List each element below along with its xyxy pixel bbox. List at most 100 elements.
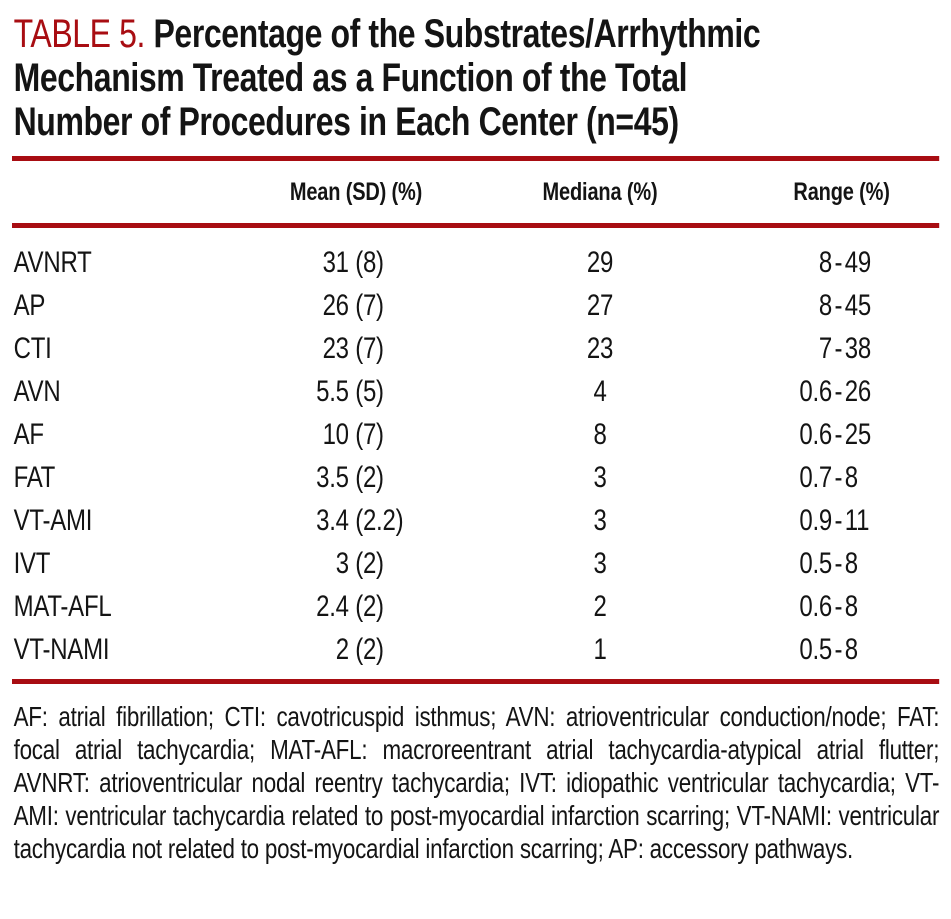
substrate-cell: AVN xyxy=(13,374,61,408)
median-cell: 3 xyxy=(593,546,607,580)
substrate-cell: IVT xyxy=(13,546,51,580)
range-separator: - xyxy=(834,331,843,365)
range-cell: 0.6 - 8 xyxy=(744,590,951,624)
table-row: CTI 23 (7) 23 7 - 38 xyxy=(0,327,951,370)
range-min: 0.7 xyxy=(799,460,832,494)
sd-value: (8) xyxy=(355,245,384,279)
mean-cell: 2 (2) xyxy=(256,633,456,667)
table-row: FAT 3.5 (2) 3 0.7 - 8 xyxy=(0,456,951,499)
range-min: 0.6 xyxy=(799,589,832,623)
table-row: AVNRT 31 (8) 29 8 - 49 xyxy=(0,241,951,284)
substrate-cell: CTI xyxy=(13,331,52,365)
title-line-1: TABLE 5. Percentage of the Substrates/Ar… xyxy=(14,12,940,56)
range-max: 8 xyxy=(844,632,858,666)
range-separator: - xyxy=(834,503,843,537)
median-cell: 1 xyxy=(593,632,607,666)
range-max: 49 xyxy=(844,245,872,279)
title-text-1: Percentage of the Substrates/Arrhythmic xyxy=(153,12,761,56)
range-min: 0.5 xyxy=(799,546,832,580)
table-row: IVT 3 (2) 3 0.5 - 8 xyxy=(0,542,951,585)
range-max: 8 xyxy=(844,546,858,580)
range-max: 11 xyxy=(844,503,870,537)
mean-cell: 5.5 (5) xyxy=(256,375,456,409)
sd-value: (2) xyxy=(355,589,384,623)
range-cell: 8 - 45 xyxy=(744,289,951,323)
substrate-cell: VT-NAMI xyxy=(13,632,110,666)
sd-value: (7) xyxy=(355,288,384,322)
median-cell: 3 xyxy=(593,503,607,537)
range-max: 8 xyxy=(844,460,858,494)
substrate-cell: AP xyxy=(13,288,46,322)
table-row: MAT-AFL 2.4 (2) 2 0.6 - 8 xyxy=(0,585,951,628)
substrate-cell: VT-AMI xyxy=(13,503,93,537)
mean-value: 2 xyxy=(335,632,349,666)
range-max: 25 xyxy=(844,417,872,451)
range-cell: 0.5 - 8 xyxy=(744,633,951,667)
column-header-mean: Mean (SD) (%) xyxy=(289,177,423,206)
mean-cell: 2.4 (2) xyxy=(256,590,456,624)
mean-value: 3 xyxy=(335,546,349,580)
substrate-cell: AVNRT xyxy=(13,245,92,279)
median-cell: 3 xyxy=(593,460,607,494)
median-cell: 4 xyxy=(593,374,607,408)
range-separator: - xyxy=(834,632,843,666)
sd-value: (2.2) xyxy=(355,503,404,537)
range-separator: - xyxy=(834,546,843,580)
rule-top xyxy=(12,156,940,161)
range-separator: - xyxy=(834,288,843,322)
title-text-2: Mechanism Treated as a Function of the T… xyxy=(13,56,688,100)
mean-value: 23 xyxy=(322,331,349,365)
range-separator: - xyxy=(834,417,843,451)
sd-value: (7) xyxy=(355,331,384,365)
range-min: 0.6 xyxy=(799,374,832,408)
mean-cell: 3 (2) xyxy=(256,547,456,581)
table-row: VT-NAMI 2 (2) 1 0.5 - 8 xyxy=(0,628,951,671)
table5-document: TABLE 5. Percentage of the Substrates/Ar… xyxy=(0,0,951,864)
mean-value: 10 xyxy=(322,417,349,451)
sd-value: (2) xyxy=(355,460,384,494)
range-min: 8 xyxy=(818,288,832,322)
mean-value: 3.5 xyxy=(316,460,349,494)
rule-bottom xyxy=(12,679,940,684)
median-cell: 23 xyxy=(586,331,614,365)
mean-cell: 3.5 (2) xyxy=(256,461,456,495)
sd-value: (7) xyxy=(355,417,384,451)
column-header-median: Mediana (%) xyxy=(542,177,658,206)
table-body: AVNRT 31 (8) 29 8 - 49 AP 26 xyxy=(0,228,951,679)
mean-cell: 23 (7) xyxy=(256,332,456,366)
range-separator: - xyxy=(834,374,843,408)
range-max: 38 xyxy=(844,331,872,365)
range-separator: - xyxy=(834,245,843,279)
mean-value: 3.4 xyxy=(316,503,349,537)
range-separator: - xyxy=(834,589,843,623)
mean-cell: 26 (7) xyxy=(256,289,456,323)
median-cell: 27 xyxy=(586,288,614,322)
substrate-cell: FAT xyxy=(13,460,56,494)
table-row: AVN 5.5 (5) 4 0.6 - 26 xyxy=(0,370,951,413)
range-cell: 0.9 - 11 xyxy=(744,504,951,538)
range-min: 0.5 xyxy=(799,632,832,666)
mean-value: 5.5 xyxy=(316,374,349,408)
mean-value: 2.4 xyxy=(316,589,349,623)
page-title: TABLE 5. Percentage of the Substrates/Ar… xyxy=(0,0,951,144)
mean-cell: 3.4 (2.2) xyxy=(256,504,456,538)
mean-cell: 10 (7) xyxy=(256,418,456,452)
range-cell: 0.6 - 26 xyxy=(744,375,951,409)
sd-value: (2) xyxy=(355,632,384,666)
table-row: AP 26 (7) 27 8 - 45 xyxy=(0,284,951,327)
mean-cell: 31 (8) xyxy=(256,246,456,280)
range-min: 0.9 xyxy=(799,503,832,537)
footnote: AF: atrial fibrillation; CTI: cavotricus… xyxy=(13,701,940,864)
mean-value: 26 xyxy=(322,288,349,322)
range-cell: 8 - 49 xyxy=(744,246,951,280)
column-header-range: Range (%) xyxy=(793,177,890,206)
range-cell: 7 - 38 xyxy=(744,332,951,366)
range-min: 8 xyxy=(818,245,832,279)
range-min: 0.6 xyxy=(799,417,832,451)
range-cell: 0.7 - 8 xyxy=(744,461,951,495)
range-cell: 0.6 - 25 xyxy=(744,418,951,452)
rule-header xyxy=(12,223,940,228)
median-cell: 29 xyxy=(586,245,614,279)
substrate-cell: AF xyxy=(13,417,44,451)
range-separator: - xyxy=(834,460,843,494)
